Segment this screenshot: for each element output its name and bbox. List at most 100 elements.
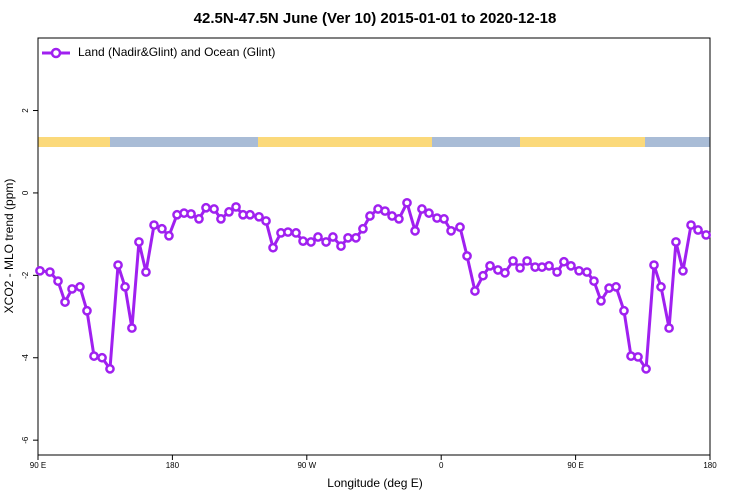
data-point [120,282,130,292]
data-point [343,232,353,243]
data-point [508,256,518,266]
x-tick-label: 180 [703,461,717,470]
y-tick-label: -6 [21,436,30,444]
data-point [231,202,241,212]
data-point [113,260,123,270]
legend-marker [50,47,62,59]
data-point [67,284,77,294]
x-tick-label: 90 W [297,461,316,470]
data-point [45,267,55,277]
data-point [82,305,92,316]
data-point [254,211,264,222]
data-point [245,209,255,220]
data-point [439,214,449,224]
land-band [520,137,645,147]
data-point [105,364,115,374]
data-point [544,261,554,271]
x-tick-label: 90 E [30,461,46,470]
data-point [365,211,375,221]
data-point [678,265,688,276]
y-tick-label: 0 [21,190,30,195]
data-point [664,323,674,333]
data-point [60,297,70,307]
data-point [500,268,510,278]
data-point [701,230,711,240]
data-point [141,267,151,277]
data-point [559,256,569,267]
data-point [589,276,599,286]
data-point [358,223,368,234]
data-point [410,225,420,236]
data-point [417,204,427,214]
data-point [134,237,144,247]
data-point [186,209,196,219]
y-tick-label: -2 [21,271,30,279]
data-point [291,228,301,238]
y-tick-label: 2 [21,108,30,113]
y-axis-label: XCO2 - MLO trend (ppm) [2,179,16,314]
x-tick-label: 0 [439,461,444,470]
data-point [75,282,85,292]
land-band [258,137,432,147]
data-point [596,296,606,306]
data-point [462,251,472,261]
y-tick-label: -4 [21,354,30,362]
data-point [485,261,495,271]
data-point [53,276,63,286]
data-point [336,241,346,251]
data-point [89,351,99,361]
data-point [216,214,226,224]
data-point [402,197,412,208]
data-point [470,286,480,296]
data-point [394,214,404,224]
data-point [164,230,174,241]
data-point [566,261,576,271]
data-point [619,305,629,316]
data-point [35,265,45,276]
data-point [261,216,271,226]
data-point [97,352,107,363]
x-tick-label: 90 E [567,461,583,470]
data-point [268,242,278,253]
data-point [127,323,137,333]
data-point [552,267,562,277]
data-point [424,208,434,218]
data-point [633,352,643,362]
data-point [686,220,696,230]
data-point [328,232,338,242]
data-point [582,267,592,277]
data-point [298,236,308,246]
land-ocean-strip [38,137,710,147]
data-point [611,282,621,292]
data-point [313,232,323,242]
data-point [224,207,234,217]
land-band [38,137,110,147]
data-point [157,223,167,234]
data-point [671,237,681,247]
data-point [194,214,204,224]
data-point [446,225,456,236]
data-point [656,282,666,292]
data-point [209,204,219,214]
data-point [351,232,361,243]
data-point [201,202,211,213]
x-axis-label: Longitude (deg E) [327,476,422,490]
data-point [515,263,525,273]
x-tick-label: 180 [166,461,180,470]
data-point [380,206,390,216]
legend-label: Land (Nadir&Glint) and Ocean (Glint) [78,45,275,59]
data-point [478,270,488,281]
data-point [321,237,331,247]
data-point [641,364,651,374]
data-point [574,265,584,276]
plot-frame [37,37,711,456]
data-point [455,222,465,232]
data-point [149,220,159,230]
data-point [306,237,316,247]
data-point [283,227,293,237]
data-point [693,225,703,235]
chart-title: 42.5N-47.5N June (Ver 10) 2015-01-01 to … [194,10,557,27]
data-point [522,256,532,266]
data-point [649,260,659,270]
